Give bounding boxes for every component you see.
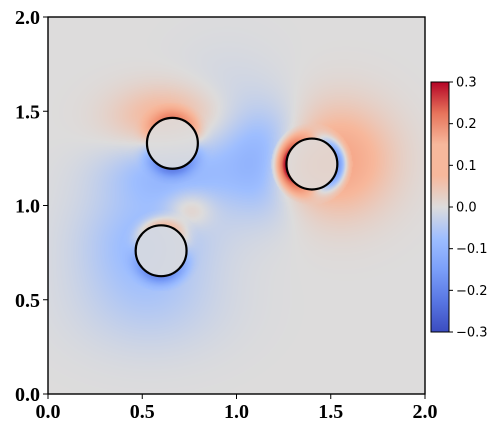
colorbar-tick-label: 0.2: [456, 117, 477, 132]
y-tick-label: 1.5: [15, 101, 40, 123]
colorbar: 0.3 0.2 0.1 0.0 −0.1 −0.2 −0.3: [430, 76, 488, 341]
y-tick-label: 0.0: [15, 384, 40, 406]
y-tick-label: 2.0: [15, 7, 40, 29]
y-tick-label: 1.0: [15, 196, 40, 218]
x-axis: 0.0 0.5 1.0 1.5 2.0: [36, 394, 438, 423]
circle-2: [285, 137, 339, 191]
y-tick-label: 0.5: [15, 290, 40, 312]
circle-3: [134, 224, 188, 278]
colorbar-tick-label: 0.1: [456, 159, 477, 174]
colorbar-tick-label: −0.2: [456, 284, 488, 299]
colorbar-gradient: [430, 81, 450, 333]
x-tick-label: 0.5: [130, 401, 155, 423]
x-tick-label: 1.0: [224, 401, 249, 423]
colorbar-tick-label: −0.3: [456, 326, 488, 341]
x-tick-label: 0.0: [36, 401, 61, 423]
x-tick-label: 1.5: [318, 401, 343, 423]
colorbar-tick-label: −0.1: [456, 242, 488, 257]
x-tick-label: 2.0: [413, 401, 438, 423]
colorbar-tick-label: 0.0: [456, 201, 477, 216]
circle-1: [145, 116, 199, 170]
obstacle-circles: [134, 116, 339, 278]
plot-area: [47, 16, 426, 395]
colorbar-tick-label: 0.3: [456, 76, 477, 91]
colorbar-ticks: 0.3 0.2 0.1 0.0 −0.1 −0.2 −0.3: [449, 76, 488, 341]
heatmap-field: [48, 17, 425, 394]
y-axis: 0.0 0.5 1.0 1.5 2.0: [15, 7, 48, 406]
